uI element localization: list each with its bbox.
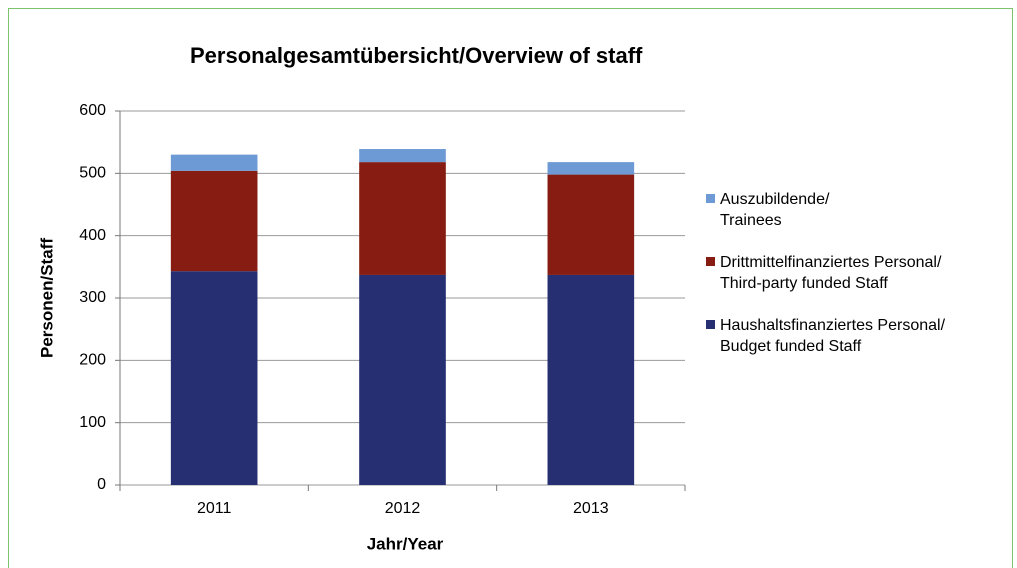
y-tick-label: 600 bbox=[79, 102, 106, 119]
bar-segment bbox=[359, 149, 446, 163]
bar-segment bbox=[547, 174, 635, 275]
x-tick-label: 2011 bbox=[197, 500, 232, 517]
x-tick-label: 2013 bbox=[573, 500, 609, 517]
x-axis-label: Jahr/Year bbox=[367, 534, 444, 553]
bar-segment bbox=[359, 274, 446, 485]
y-tick-label: 500 bbox=[79, 165, 106, 182]
bar-segment bbox=[547, 162, 635, 175]
legend-swatch bbox=[706, 194, 715, 203]
bar-segment bbox=[170, 154, 258, 171]
legend-label: Auszubildende/ Trainees bbox=[720, 191, 830, 229]
y-tick-label: 100 bbox=[79, 414, 106, 431]
bar-segment bbox=[547, 274, 635, 485]
y-tick-label: 400 bbox=[79, 227, 106, 244]
legend-swatch bbox=[706, 320, 715, 329]
bar-segment bbox=[359, 162, 446, 275]
legend-label: Haushaltsfinanziertes Personal/ Budget f… bbox=[720, 317, 946, 355]
frame bbox=[8, 8, 1013, 568]
y-tick-label: 0 bbox=[97, 476, 106, 493]
y-axis-label: Personen/Staff bbox=[37, 238, 56, 358]
bar-segment bbox=[170, 271, 258, 485]
legend-swatch bbox=[706, 257, 715, 266]
y-tick-label: 200 bbox=[79, 352, 106, 369]
y-tick-label: 300 bbox=[79, 289, 106, 306]
legend-label: Drittmittelfinanziertes Personal/ Third-… bbox=[720, 254, 942, 292]
chart-title: Personalgesamtübersicht/Overview of staf… bbox=[190, 43, 643, 68]
bar-segment bbox=[170, 170, 258, 272]
x-tick-label: 2012 bbox=[385, 500, 421, 517]
